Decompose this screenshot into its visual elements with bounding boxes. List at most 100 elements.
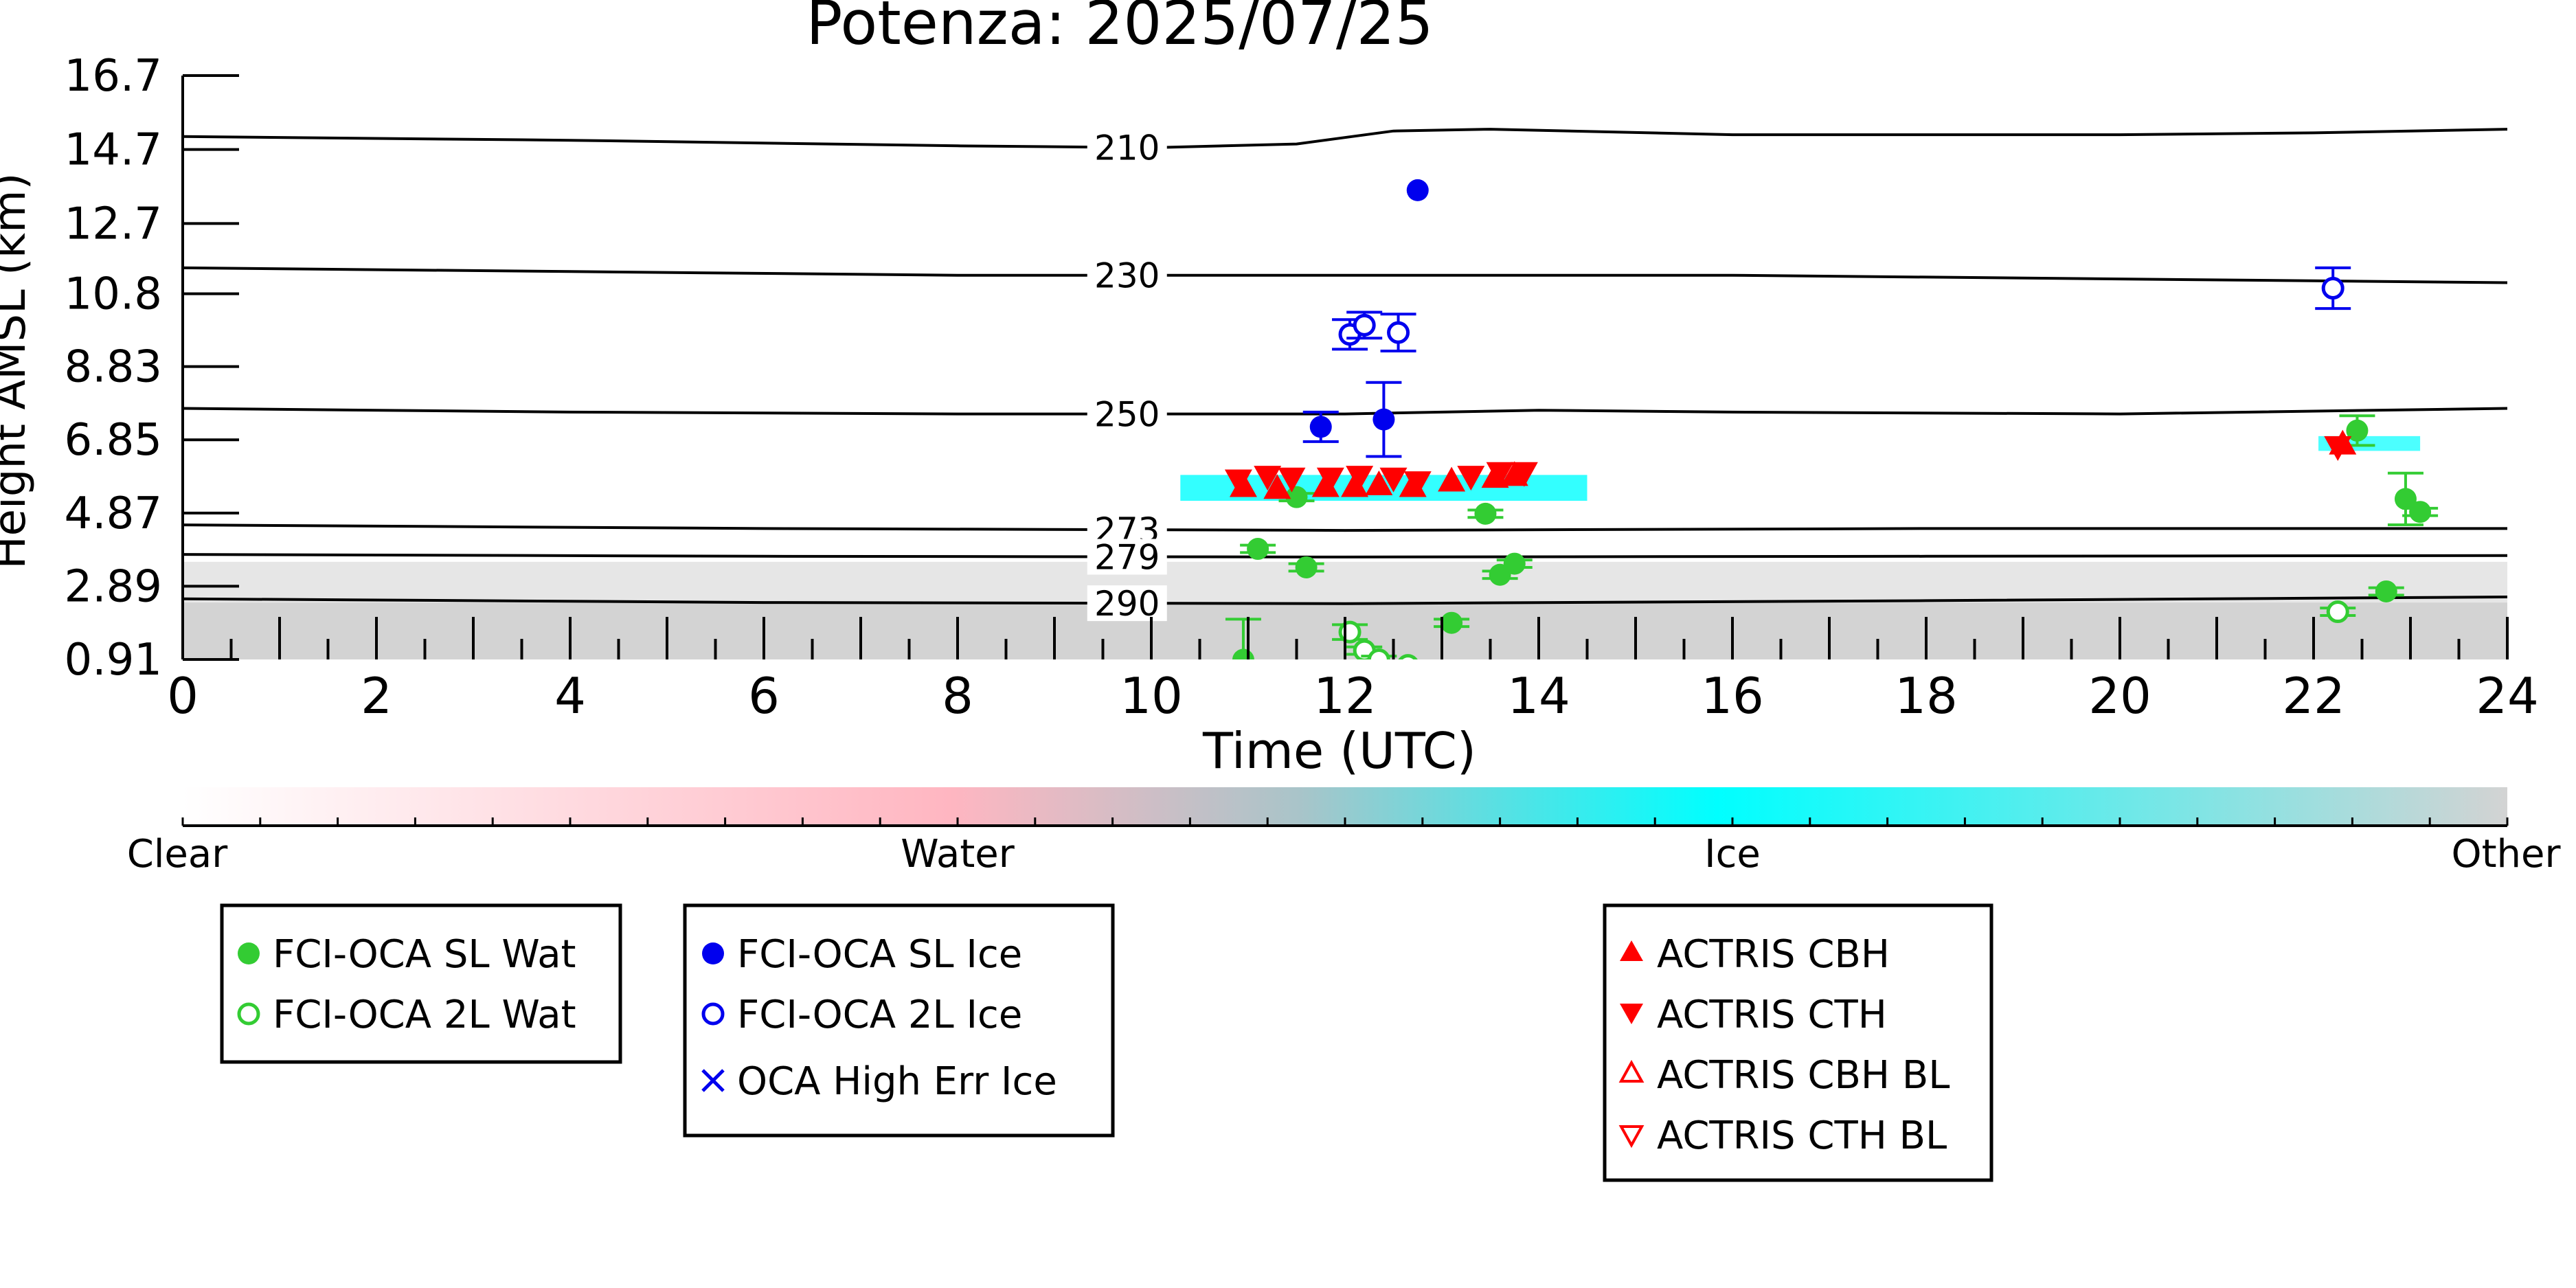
data-point — [1247, 538, 1269, 561]
data-point — [1263, 474, 1291, 499]
data-point — [1379, 467, 1408, 493]
chart-title: Potenza: 2025/07/25 — [806, 0, 1433, 58]
contour-label: 290 — [1094, 584, 1160, 624]
contour-label: 230 — [1094, 256, 1160, 296]
data-point — [1438, 466, 1466, 492]
data-point — [1309, 416, 1332, 438]
y-tick-label: 0.91 — [65, 635, 163, 686]
legend-label-sl-ice: FCI-OCA SL Ice — [737, 932, 1022, 977]
x-axis-ticks: 0 2 4 6 8 10 12 14 16 18 20 22 24 — [167, 617, 2539, 725]
x-tick-label: 18 — [1895, 667, 1958, 725]
colorbar-ticks — [181, 817, 2509, 826]
data-point — [1232, 648, 1254, 659]
legend-label-cth: ACTRIS CTH — [1657, 993, 1887, 1037]
data-point — [1440, 611, 1463, 634]
x-tick-label: 4 — [554, 667, 586, 725]
data-point — [1285, 486, 1308, 508]
y-tick-label: 16.7 — [65, 51, 163, 102]
legend-label-2l-wat: FCI-OCA 2L Wat — [273, 993, 576, 1037]
y-tick-label: 8.83 — [65, 342, 163, 393]
data-point — [2394, 488, 2417, 510]
data-point — [1341, 472, 1369, 497]
y-tick-label: 4.87 — [65, 488, 163, 539]
legend-water-frame — [220, 903, 622, 1064]
boundary-layer-fill — [183, 561, 2507, 603]
data-point — [1503, 552, 1526, 575]
data-point — [1353, 313, 1376, 337]
legend-label-sl-wat: FCI-OCA SL Wat — [273, 932, 576, 977]
data-point — [1346, 466, 1374, 491]
data-point — [1403, 471, 1432, 497]
contour-label: 210 — [1094, 128, 1160, 168]
data-point — [1510, 462, 1538, 487]
colorbar-label-ice: Ice — [1704, 832, 1761, 877]
contour-230 — [183, 266, 2507, 284]
data-point — [1278, 467, 1306, 493]
x-tick-label: 6 — [748, 667, 780, 725]
colorbar-label-other: Other — [2451, 832, 2561, 877]
y-tick-label: 14.7 — [65, 125, 163, 176]
contour-label-bg — [1087, 257, 1167, 293]
contour-label-bg — [1087, 129, 1167, 166]
x-tick-label: 16 — [1701, 667, 1764, 725]
legend-marker-cth-bl — [1618, 1125, 1645, 1149]
x-tick-label: 12 — [1313, 667, 1377, 725]
data-point — [1387, 321, 1410, 344]
legend-marker-sl-ice — [702, 942, 724, 964]
data-point — [2326, 600, 2349, 624]
data-point — [1486, 462, 1514, 487]
contour-250 — [183, 407, 2507, 416]
x-tick-label: 24 — [2476, 667, 2539, 725]
legend-actris: ACTRIS CBH ACTRIS CTH ACTRIS CBH BL ACTR… — [1603, 903, 1993, 1182]
y-axis-label: Height AMSL (km) — [0, 173, 36, 569]
legend-label-2l-ice: FCI-OCA 2L Ice — [737, 993, 1022, 1037]
y-tick-label: 12.7 — [65, 199, 163, 249]
x-tick-label: 20 — [2088, 667, 2151, 725]
data-marks — [1224, 179, 2439, 659]
x-tick-label: 0 — [167, 667, 199, 725]
data-point — [1398, 654, 1418, 659]
data-point — [1372, 408, 1395, 431]
legend-actris-frame — [1603, 903, 1993, 1182]
data-point — [2346, 419, 2369, 442]
data-point — [2321, 277, 2345, 300]
data-point — [2375, 580, 2397, 602]
contour-273 — [183, 523, 2507, 532]
y-axis-ticks: 0.91 2.89 4.87 6.85 8.83 10.8 12.7 14.7 16.7 — [65, 51, 239, 686]
colorbar: Clear Water Ice Other — [127, 787, 2561, 877]
x-tick-label: 10 — [1120, 667, 1183, 725]
data-point — [1365, 470, 1393, 495]
legend-marker-2l-wat — [237, 1002, 260, 1026]
data-point — [1224, 469, 1252, 495]
x-tick-label: 2 — [361, 667, 392, 725]
legend-marker-cbh — [1620, 940, 1643, 961]
contour-290 — [183, 596, 2507, 605]
legend-marker-cth — [1620, 1004, 1643, 1024]
contour-label: 250 — [1094, 395, 1160, 435]
legend-marker-sl-wat — [238, 942, 260, 964]
contour-279 — [183, 553, 2507, 558]
contour-label-bg — [1087, 539, 1167, 575]
legend-marker-high-err-ice — [701, 1069, 725, 1092]
legend-marker-cbh-bl — [1618, 1059, 1645, 1083]
data-point — [1295, 556, 1318, 578]
legend-label-cbh-bl: ACTRIS CBH BL — [1657, 1053, 1950, 1098]
data-point — [2409, 501, 2432, 523]
x-tick-label: 14 — [1507, 667, 1570, 725]
data-point — [2324, 436, 2352, 462]
data-point — [1367, 648, 1390, 659]
x-tick-label: 22 — [2282, 667, 2345, 725]
data-point — [1338, 620, 1362, 644]
contour-label-bg — [1087, 585, 1167, 622]
y-tick-label: 2.89 — [65, 561, 163, 612]
contour-210 — [183, 128, 2507, 150]
legend-label-high-err-ice: OCA High Err Ice — [737, 1059, 1057, 1104]
data-point — [1406, 179, 1429, 201]
legend-label-cth-bl: ACTRIS CTH BL — [1657, 1114, 1947, 1158]
y-tick-label: 6.85 — [65, 415, 163, 466]
legend-label-cbh: ACTRIS CBH — [1657, 932, 1890, 977]
y-tick-label: 10.8 — [65, 269, 163, 320]
data-point — [1474, 502, 1497, 525]
